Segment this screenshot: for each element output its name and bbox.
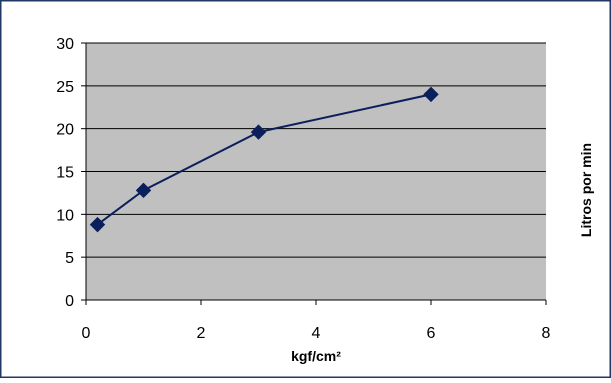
x-tick-label: 6	[427, 325, 436, 342]
x-tick-label: 4	[312, 325, 321, 342]
y-tick-label: 25	[56, 79, 74, 96]
y-tick-label: 15	[56, 165, 74, 182]
series-line	[96, 93, 432, 226]
data-point-marker	[135, 182, 152, 199]
data-point-marker	[250, 124, 267, 140]
x-tick-label: 2	[197, 325, 206, 342]
data-point-marker	[423, 86, 439, 103]
y-tick-label: 0	[65, 293, 74, 310]
y-axis-label: Litros por min	[578, 143, 594, 237]
y-tick-label: 10	[56, 207, 74, 224]
y-tick-label: 5	[65, 250, 74, 267]
data-point-marker	[89, 216, 106, 233]
series-group	[89, 86, 439, 233]
x-tick-label: 8	[542, 325, 551, 342]
x-tick-label: 0	[82, 325, 91, 342]
y-tick-label: 20	[56, 122, 74, 139]
x-axis-label: kgf/cm²	[291, 348, 341, 364]
gridlines	[86, 42, 546, 258]
y-tick-label: 30	[56, 36, 74, 53]
axis-ticks: 0 5 10 15 20 25 30 0 2 4 6 8	[56, 36, 550, 342]
